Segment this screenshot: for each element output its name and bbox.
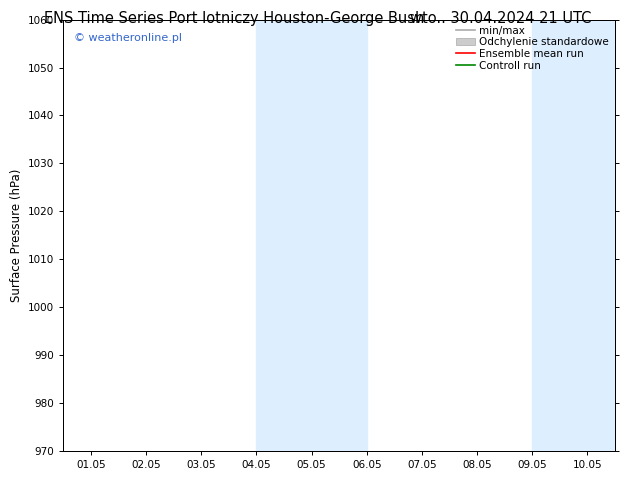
- Bar: [533, 20, 615, 451]
- Legend: min/max, Odchylenie standardowe, Ensemble mean run, Controll run: min/max, Odchylenie standardowe, Ensembl…: [453, 23, 612, 74]
- Text: wto.. 30.04.2024 21 UTC: wto.. 30.04.2024 21 UTC: [410, 11, 592, 26]
- Bar: [256, 20, 367, 451]
- Text: ENS Time Series Port lotniczy Houston-George Bush: ENS Time Series Port lotniczy Houston-Ge…: [44, 11, 425, 26]
- Y-axis label: Surface Pressure (hPa): Surface Pressure (hPa): [10, 169, 23, 302]
- Text: © weatheronline.pl: © weatheronline.pl: [74, 32, 183, 43]
